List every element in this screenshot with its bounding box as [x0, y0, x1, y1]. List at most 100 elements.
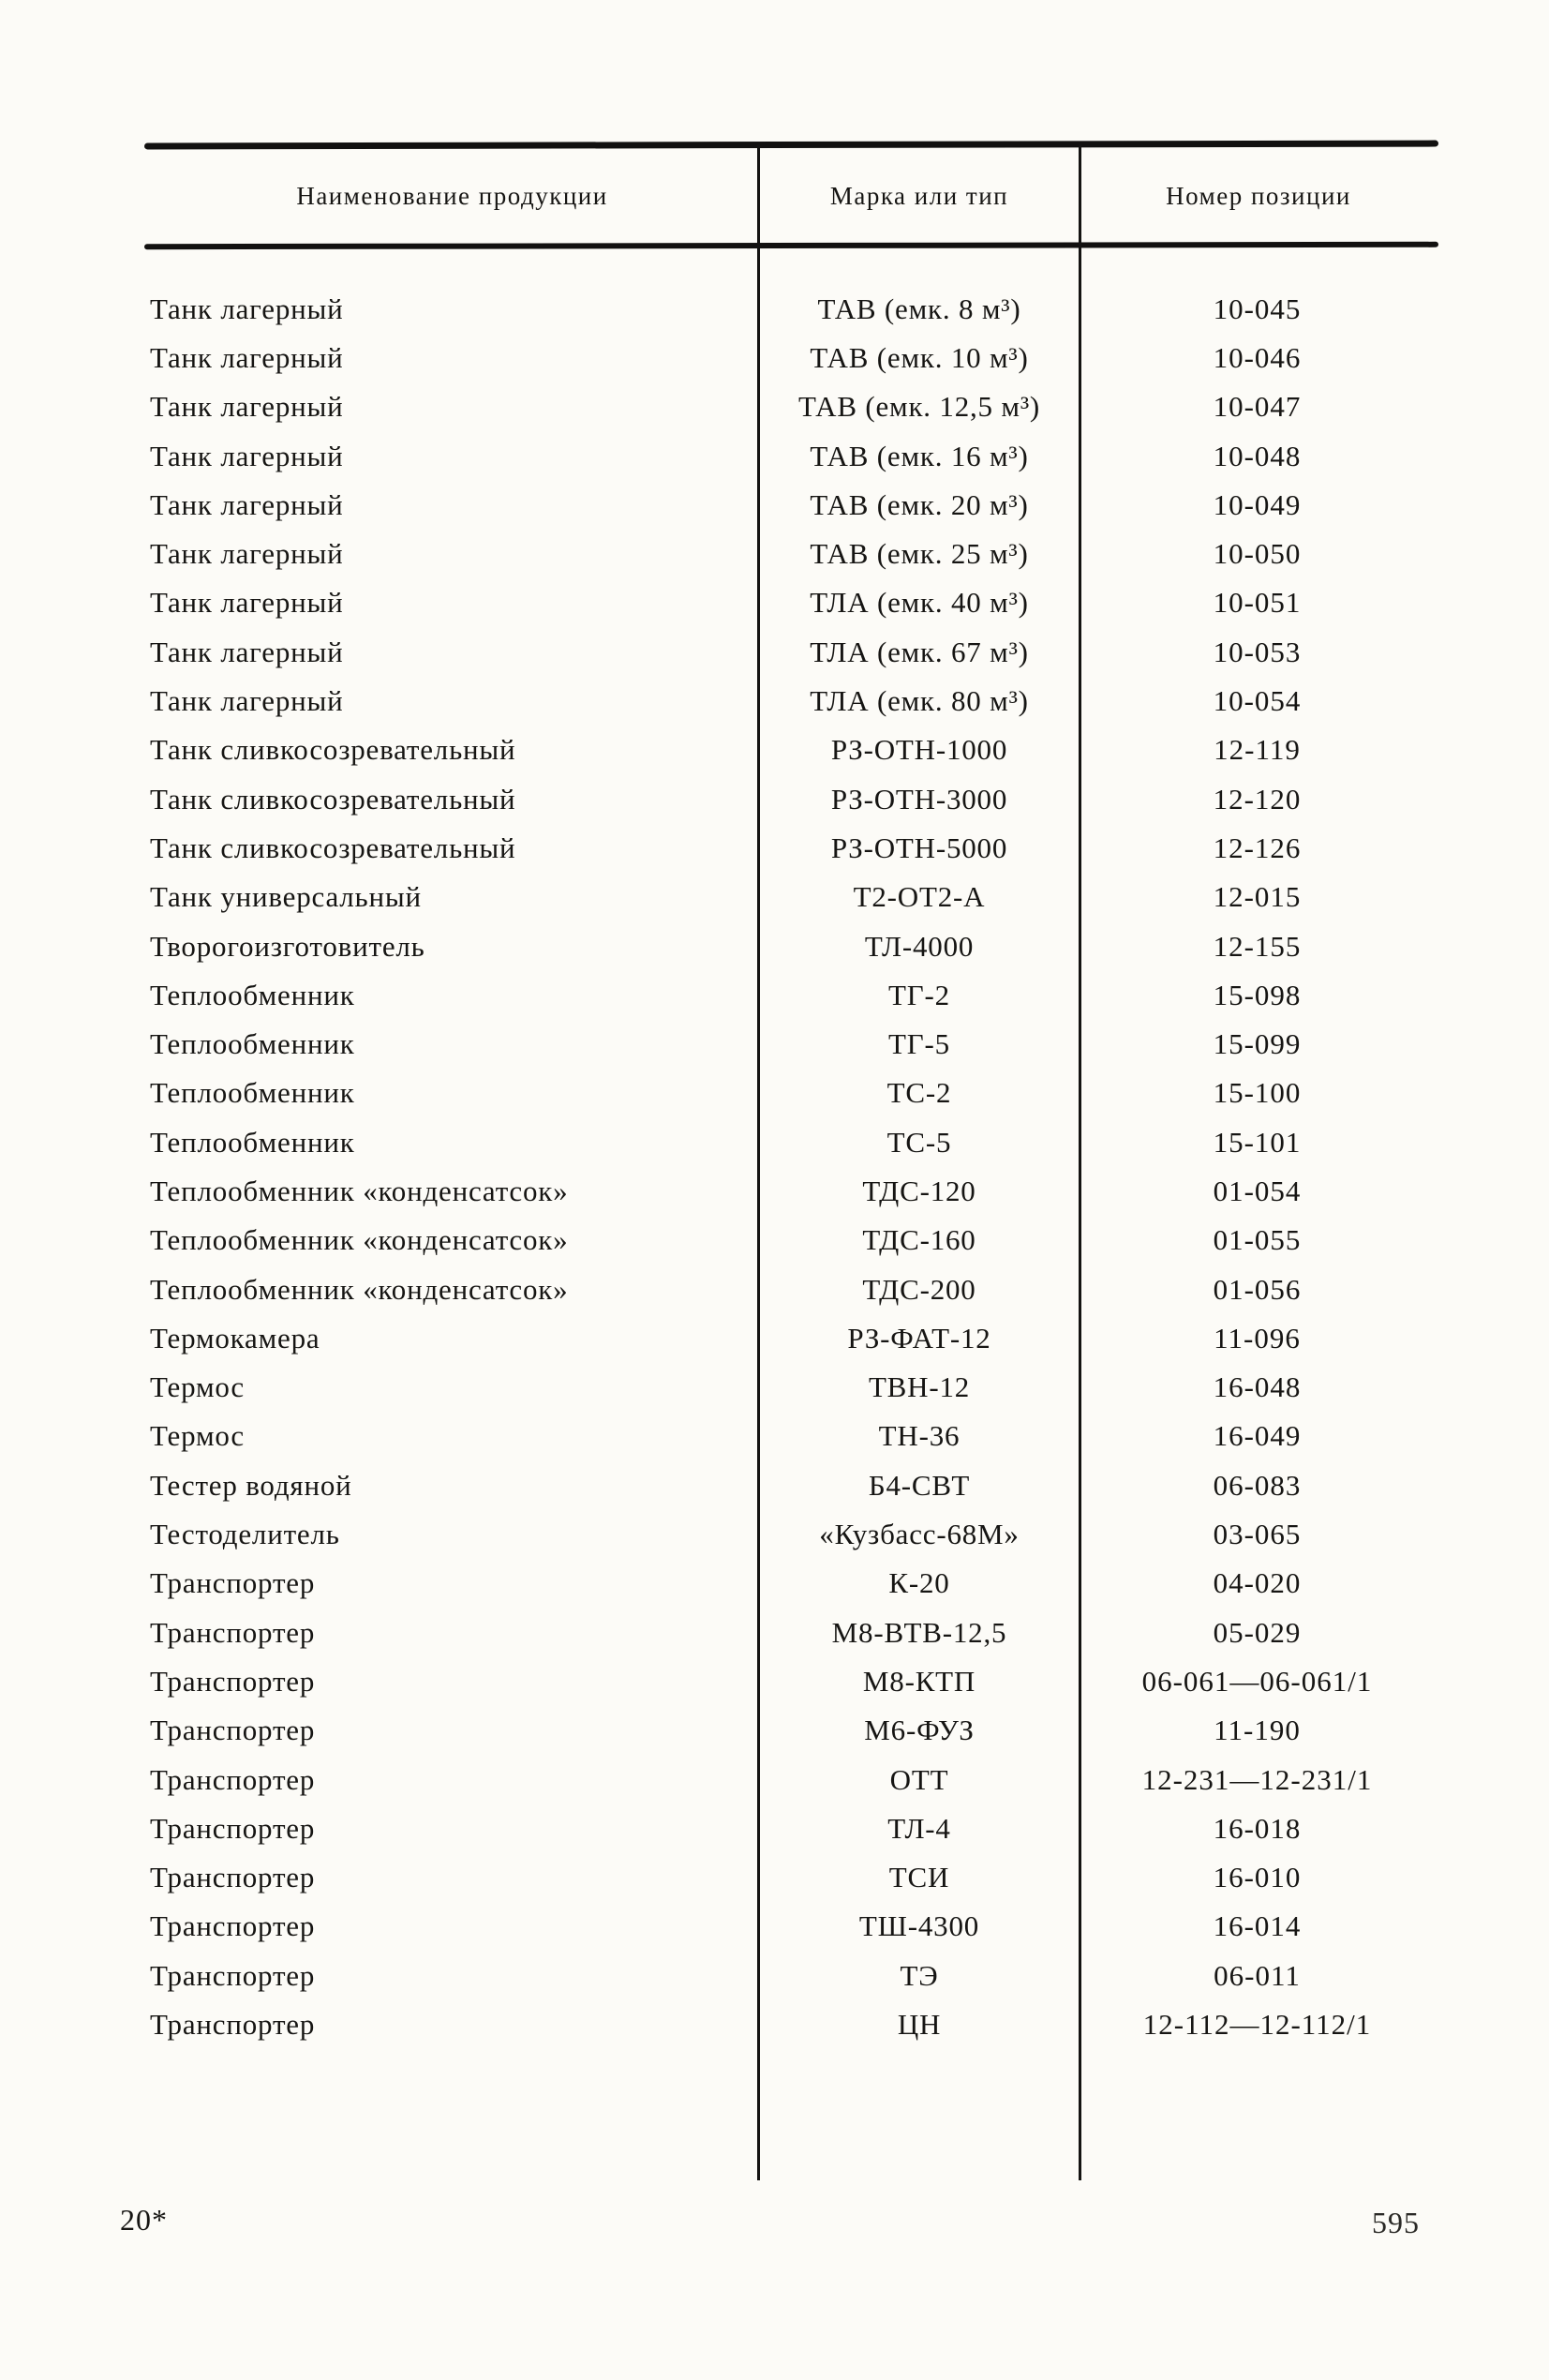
cell-mark-type: Т2-ОТ2-А [853, 880, 986, 914]
table-row: Теплообменник ТГ-2 15-098 [147, 970, 1433, 1019]
cell-product-name: Теплообменник «конденсатсок» [150, 1272, 569, 1306]
table-row: Термос ТН-36 16-049 [147, 1412, 1433, 1460]
cell-position-number: 04-020 [1213, 1566, 1302, 1600]
cell-product-name: Теплообменник «конденсатсок» [150, 1174, 569, 1207]
cell-mark-type: К-20 [888, 1566, 950, 1600]
cell-product-name: Транспортер [150, 1566, 316, 1600]
cell-position-number: 16-014 [1213, 1909, 1302, 1943]
cell-position-number: 12-231—12-231/1 [1141, 1762, 1373, 1796]
cell-product-name: Танк сливкосозревательный [150, 831, 516, 864]
cell-mark-type: ТДС-160 [862, 1223, 976, 1257]
cell-position-number: 11-096 [1214, 1321, 1301, 1355]
printer-signature-mark: 20* [120, 2203, 168, 2237]
table-row: Транспортер М6-ФУЗ 11-190 [147, 1706, 1433, 1755]
cell-mark-type: Б4-СВТ [868, 1468, 971, 1502]
cell-mark-type: ТН-36 [878, 1419, 961, 1453]
cell-position-number: 12-155 [1213, 929, 1302, 963]
table-row: Танк лагерный ТАВ (емк. 8 м³) 10-045 [147, 284, 1433, 333]
column-divider-2 [1079, 144, 1081, 2180]
cell-product-name: Тестоделитель [150, 1518, 340, 1551]
cell-mark-type: ТАВ (емк. 16 м³) [810, 439, 1029, 472]
cell-mark-type: ТАВ (емк. 25 м³) [810, 537, 1029, 571]
cell-position-number: 10-054 [1213, 684, 1302, 718]
cell-mark-type: ТЭ [900, 1958, 939, 1992]
cell-product-name: Танк сливкосозревательный [150, 733, 516, 767]
cell-position-number: 06-011 [1214, 1958, 1301, 1992]
cell-product-name: Транспортер [150, 1664, 316, 1698]
table-row: Танк универсальный Т2-ОТ2-А 12-015 [147, 873, 1433, 921]
table-row: Танк лагерный ТЛА (емк. 80 м³) 10-054 [147, 676, 1433, 725]
column-header-position-number: Номер позиции [1166, 181, 1351, 210]
cell-mark-type: ТЛА (емк. 40 м³) [810, 586, 1029, 620]
cell-position-number: 15-101 [1213, 1125, 1302, 1159]
cell-position-number: 11-190 [1214, 1714, 1301, 1747]
cell-position-number: 16-049 [1213, 1419, 1302, 1453]
cell-mark-type: ТАВ (емк. 8 м³) [817, 292, 1021, 325]
table-row: Транспортер ТЭ 06-011 [147, 1951, 1433, 1999]
cell-mark-type: ТГ-2 [888, 978, 950, 1011]
cell-position-number: 16-018 [1213, 1811, 1302, 1845]
cell-mark-type: ТДС-120 [862, 1174, 976, 1207]
cell-product-name: Тестер водяной [150, 1468, 352, 1502]
table-row: Танк лагерный ТАВ (емк. 25 м³) 10-050 [147, 529, 1433, 577]
cell-mark-type: РЗ-ОТН-3000 [830, 782, 1008, 816]
cell-position-number: 10-050 [1213, 537, 1302, 571]
cell-mark-type: ТЛА (емк. 80 м³) [810, 684, 1029, 718]
column-divider-1 [757, 144, 760, 2180]
cell-mark-type: ТГ-5 [888, 1027, 950, 1061]
cell-product-name: Танк лагерный [150, 292, 344, 325]
cell-product-name: Танк сливкосозревательный [150, 782, 516, 816]
table-row: Теплообменник «конденсатсок» ТДС-120 01-… [147, 1166, 1433, 1215]
cell-product-name: Танк лагерный [150, 390, 344, 424]
cell-position-number: 05-029 [1213, 1615, 1302, 1649]
table-body: Танк лагерный ТАВ (емк. 8 м³) 10-045 Тан… [147, 284, 1433, 2049]
table-row: Термокамера РЗ-ФАТ-12 11-096 [147, 1313, 1433, 1362]
cell-product-name: Транспортер [150, 1909, 316, 1943]
cell-position-number: 10-051 [1213, 586, 1302, 620]
cell-position-number: 15-100 [1213, 1076, 1302, 1110]
table-row: Тестер водяной Б4-СВТ 06-083 [147, 1460, 1433, 1509]
cell-position-number: 06-061—06-061/1 [1141, 1664, 1373, 1698]
cell-product-name: Танк лагерный [150, 586, 344, 620]
table-top-rule [143, 140, 1439, 150]
cell-position-number: 01-055 [1213, 1223, 1302, 1257]
table-row: Тестоделитель «Кузбасс-68М» 03-065 [147, 1509, 1433, 1558]
table-row: Транспортер ТШ-4300 16-014 [147, 1902, 1433, 1951]
table-row: Транспортер К-20 04-020 [147, 1559, 1433, 1608]
cell-position-number: 12-015 [1213, 880, 1302, 914]
cell-mark-type: ТЛ-4 [887, 1811, 951, 1845]
table-row: Транспортер ОТТ 12-231—12-231/1 [147, 1755, 1433, 1804]
cell-product-name: Термос [150, 1419, 245, 1453]
cell-position-number: 12-119 [1214, 733, 1301, 767]
cell-mark-type: ТДС-200 [862, 1272, 976, 1306]
cell-mark-type: ТШ-4300 [858, 1909, 980, 1943]
table-row: Танк лагерный ТАВ (емк. 10 м³) 10-046 [147, 333, 1433, 382]
cell-mark-type: ТСИ [888, 1861, 950, 1894]
cell-position-number: 15-098 [1213, 978, 1302, 1011]
cell-position-number: 06-083 [1213, 1468, 1302, 1502]
cell-position-number: 16-010 [1213, 1861, 1302, 1894]
cell-position-number: 16-048 [1213, 1370, 1302, 1404]
cell-position-number: 01-054 [1213, 1174, 1302, 1207]
table-row: Транспортер ТЛ-4 16-018 [147, 1804, 1433, 1852]
cell-position-number: 10-048 [1213, 439, 1302, 472]
cell-position-number: 10-047 [1213, 390, 1302, 424]
cell-position-number: 12-112—12-112/1 [1142, 2008, 1372, 2042]
table-row: Транспортер М8-КТП 06-061—06-061/1 [147, 1656, 1433, 1705]
table-row: Танк сливкосозревательный РЗ-ОТН-5000 12… [147, 823, 1433, 872]
table-row: Танк лагерный ТАВ (емк. 16 м³) 10-048 [147, 431, 1433, 480]
cell-product-name: Танк лагерный [150, 487, 344, 521]
table-row: Теплообменник «конденсатсок» ТДС-200 01-… [147, 1265, 1433, 1313]
table-row: Транспортер М8-ВТВ-12,5 05-029 [147, 1608, 1433, 1656]
column-header-product-name: Наименование продукции [296, 181, 608, 210]
cell-mark-type: РЗ-ОТН-1000 [830, 733, 1008, 767]
cell-position-number: 10-046 [1213, 340, 1302, 374]
table-header-rule [143, 241, 1439, 250]
cell-product-name: Транспортер [150, 1861, 316, 1894]
table-row: Теплообменник ТС-5 15-101 [147, 1117, 1433, 1166]
cell-position-number: 10-053 [1213, 635, 1302, 668]
table-row: Теплообменник ТС-2 15-100 [147, 1069, 1433, 1117]
cell-product-name: Термокамера [150, 1321, 320, 1355]
table-row: Танк сливкосозревательный РЗ-ОТН-3000 12… [147, 774, 1433, 823]
cell-position-number: 15-099 [1213, 1027, 1302, 1061]
